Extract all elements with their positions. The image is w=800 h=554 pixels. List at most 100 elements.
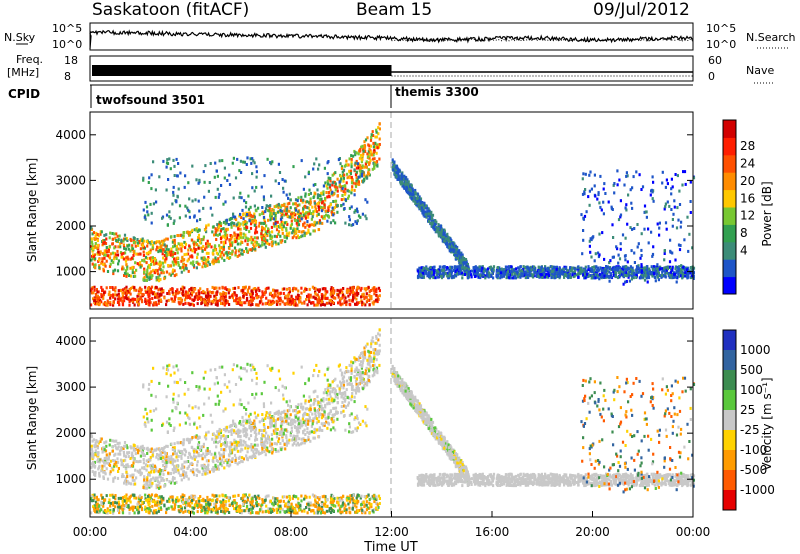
power-cell <box>377 298 380 301</box>
power-cell <box>476 266 480 270</box>
power-cell <box>620 271 624 275</box>
power-cell <box>460 263 464 267</box>
power-cell <box>639 256 642 260</box>
power-cell <box>148 286 151 290</box>
power-cell <box>605 265 608 268</box>
power-cell <box>316 288 319 292</box>
power-cell <box>296 297 299 301</box>
power-cell <box>444 272 447 276</box>
power-cell <box>144 300 147 303</box>
power-cell <box>166 237 169 241</box>
power-cell <box>223 303 226 307</box>
power-cell <box>302 213 305 217</box>
power-cell <box>656 269 659 273</box>
power-cell <box>177 187 180 191</box>
power-cell <box>121 265 124 269</box>
power-cell <box>193 228 196 232</box>
power-cell <box>334 199 338 203</box>
power-cell <box>175 245 178 248</box>
power-cell <box>355 151 358 155</box>
power-cell <box>240 303 243 307</box>
power-cell <box>424 266 427 270</box>
power-cell <box>660 273 663 277</box>
power-cell <box>324 289 327 293</box>
power-cell <box>297 294 300 297</box>
power-cell <box>145 251 148 255</box>
y-tick-label: 2000 <box>55 219 86 233</box>
power-cell <box>108 264 112 268</box>
power-cell <box>484 276 487 280</box>
power-cell <box>177 234 180 238</box>
power-cell <box>622 282 625 286</box>
power-cell <box>123 296 126 300</box>
power-cell <box>341 290 344 294</box>
power-cell <box>170 247 173 251</box>
power-cell <box>439 224 442 228</box>
power-cell <box>303 301 306 305</box>
power-cell <box>203 195 206 199</box>
power-cell <box>348 218 351 222</box>
power-cell <box>317 206 320 209</box>
power-cell <box>166 251 169 254</box>
power-cell <box>90 303 93 307</box>
power-cell <box>172 263 175 267</box>
power-cell <box>150 263 153 266</box>
power-cell <box>429 274 432 277</box>
power-cell <box>416 198 419 202</box>
power-cell <box>658 233 661 237</box>
power-cell <box>158 246 161 250</box>
power-cell <box>455 271 458 275</box>
power-cell <box>334 182 337 186</box>
power-cell <box>340 177 343 181</box>
power-cell <box>629 188 632 192</box>
power-cell <box>192 290 195 294</box>
power-cell <box>294 198 298 202</box>
power-cell <box>164 250 167 254</box>
power-cell <box>397 178 400 181</box>
power-cell <box>248 211 251 215</box>
power-cell <box>222 253 225 257</box>
power-cell <box>685 266 688 270</box>
power-cell <box>94 234 97 238</box>
power-cell <box>449 237 452 241</box>
power-cell <box>560 272 563 275</box>
power-cell <box>263 291 267 295</box>
power-cell <box>218 232 221 236</box>
power-cell <box>427 220 431 223</box>
power-cell <box>171 299 174 303</box>
power-cell <box>205 295 208 299</box>
power-cell <box>677 218 680 222</box>
power-cell <box>214 258 217 262</box>
power-cell <box>97 299 100 303</box>
power-cell <box>300 198 303 202</box>
power-cell <box>582 217 585 221</box>
power-cell <box>519 275 522 279</box>
power-cell <box>585 269 588 273</box>
power-cell <box>507 273 510 277</box>
power-cell <box>167 178 170 181</box>
power-cell <box>172 268 175 272</box>
power-cell <box>309 191 312 195</box>
power-cell <box>137 302 141 306</box>
power-cell <box>414 199 417 203</box>
velocity-cell <box>244 446 247 450</box>
power-cell <box>104 242 108 245</box>
power-cell <box>307 206 310 210</box>
power-cell <box>320 299 323 303</box>
power-cell <box>194 287 197 291</box>
power-cell <box>674 275 677 279</box>
power-cell <box>587 195 590 199</box>
power-cell <box>183 185 186 189</box>
power-cell <box>184 293 187 297</box>
power-cell <box>126 239 129 242</box>
power-cell <box>277 162 280 166</box>
power-cell <box>577 265 580 269</box>
power-cell <box>433 265 436 269</box>
power-cell <box>287 302 290 306</box>
power-cell <box>253 296 256 300</box>
power-cell <box>103 256 106 260</box>
power-cell <box>151 246 154 250</box>
power-cell <box>304 204 307 208</box>
power-cell <box>365 300 368 304</box>
power-cell <box>303 234 306 238</box>
